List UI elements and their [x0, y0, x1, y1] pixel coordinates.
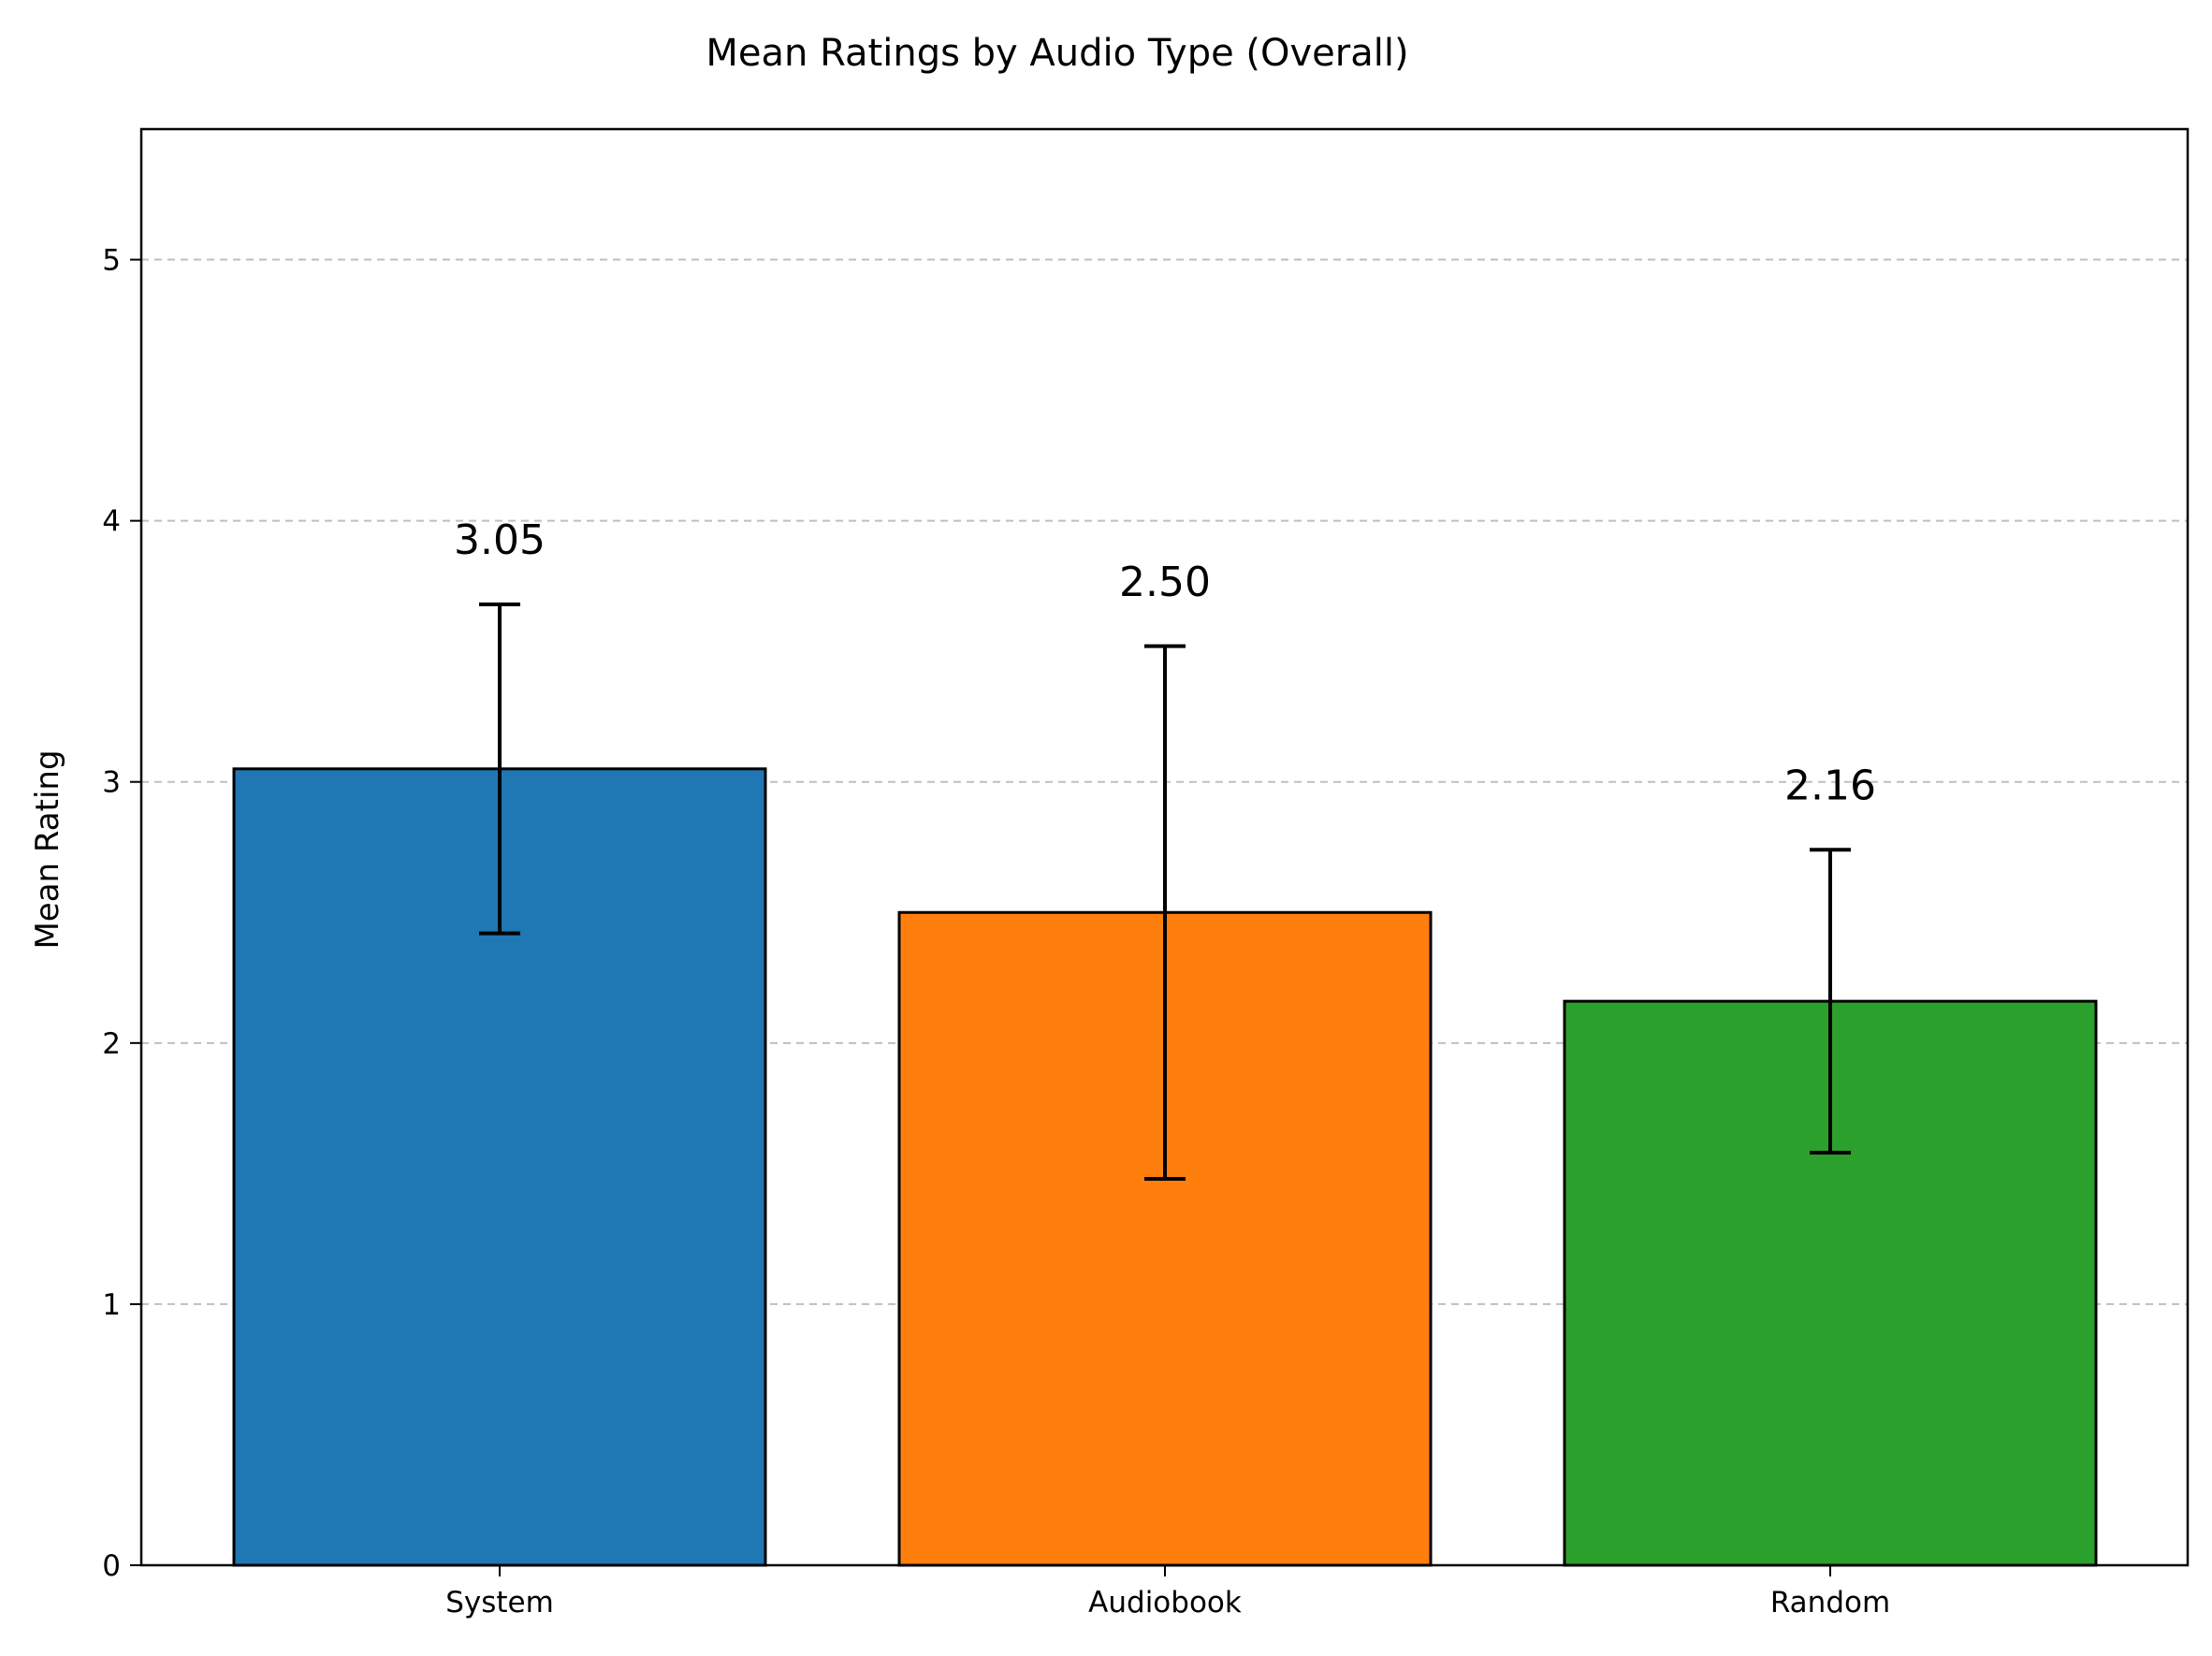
data-labels: 3.05 2.50 2.16: [454, 516, 1876, 809]
error-bars: [479, 602, 1851, 1181]
axes-frame: [139, 127, 2190, 1567]
y-tick-label: 0: [102, 1549, 121, 1583]
y-axis-label: Mean Rating: [29, 749, 66, 949]
data-label-random: 2.16: [1784, 763, 1876, 810]
chart-title: Mean Ratings by Audio Type (Overall): [706, 32, 1408, 75]
y-tick-label: 4: [102, 505, 121, 539]
y-tick-label: 1: [102, 1288, 121, 1322]
bar-audiobook: [897, 910, 1433, 1567]
x-tick-label-system: System: [445, 1586, 554, 1620]
data-label-audiobook: 2.50: [1119, 559, 1211, 606]
x-tick-label-audiobook: Audiobook: [1088, 1586, 1242, 1620]
x-tick-label-random: Random: [1770, 1586, 1890, 1620]
y-tick-label: 3: [102, 766, 121, 800]
ticks: 0 1 2 3 4 5 System Audiobook Random: [102, 244, 1890, 1620]
y-tick-label: 2: [102, 1027, 121, 1061]
data-label-system: 3.05: [454, 516, 546, 564]
y-tick-label: 5: [102, 244, 121, 278]
